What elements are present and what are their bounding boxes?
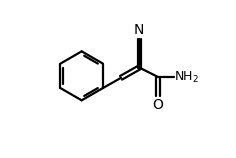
Text: N: N xyxy=(134,23,144,37)
Text: NH$_2$: NH$_2$ xyxy=(174,70,199,85)
Text: O: O xyxy=(153,98,164,112)
